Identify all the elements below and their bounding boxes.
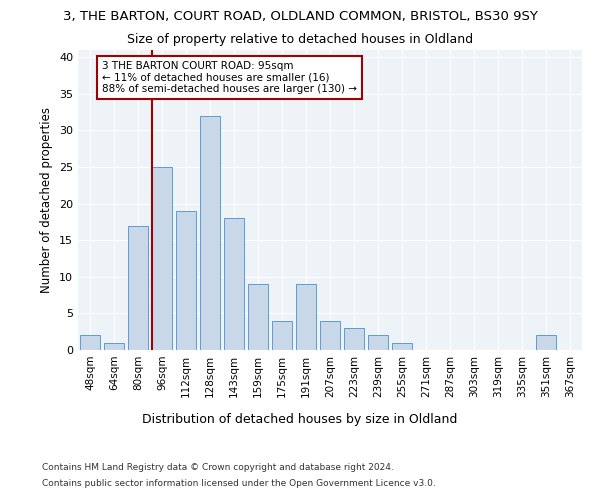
Bar <box>296 284 316 350</box>
Bar <box>272 320 292 350</box>
Text: Contains public sector information licensed under the Open Government Licence v3: Contains public sector information licen… <box>42 479 436 488</box>
Text: Contains HM Land Registry data © Crown copyright and database right 2024.: Contains HM Land Registry data © Crown c… <box>42 462 394 471</box>
Bar <box>320 320 340 350</box>
Bar <box>248 284 268 350</box>
Bar <box>200 116 220 350</box>
Bar <box>176 211 196 350</box>
Text: Distribution of detached houses by size in Oldland: Distribution of detached houses by size … <box>142 412 458 426</box>
Text: 3 THE BARTON COURT ROAD: 95sqm
← 11% of detached houses are smaller (16)
88% of : 3 THE BARTON COURT ROAD: 95sqm ← 11% of … <box>102 61 357 94</box>
Bar <box>128 226 148 350</box>
Bar <box>536 336 556 350</box>
Bar <box>368 336 388 350</box>
Text: 3, THE BARTON, COURT ROAD, OLDLAND COMMON, BRISTOL, BS30 9SY: 3, THE BARTON, COURT ROAD, OLDLAND COMMO… <box>62 10 538 23</box>
Bar <box>224 218 244 350</box>
Bar <box>80 336 100 350</box>
Y-axis label: Number of detached properties: Number of detached properties <box>40 107 53 293</box>
Bar <box>392 342 412 350</box>
Bar <box>152 167 172 350</box>
Bar <box>104 342 124 350</box>
Text: Size of property relative to detached houses in Oldland: Size of property relative to detached ho… <box>127 32 473 46</box>
Bar <box>344 328 364 350</box>
